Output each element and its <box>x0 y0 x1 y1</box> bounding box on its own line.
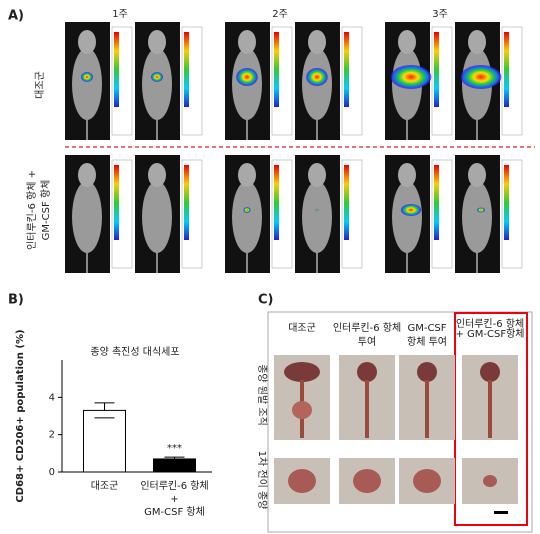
mouse-tail <box>406 120 408 140</box>
color-bar <box>184 165 189 240</box>
tissue-stalk <box>425 380 429 438</box>
row-label: GM-CSF 항체 <box>40 180 52 241</box>
tumor <box>353 469 381 493</box>
mouse-body <box>232 181 262 253</box>
column-label: 항체 투여 <box>407 336 447 348</box>
color-bar <box>114 32 119 107</box>
mouse-head <box>78 30 96 54</box>
tumor <box>288 469 316 493</box>
mouse-body <box>302 181 332 253</box>
mouse-head <box>468 163 486 187</box>
tissue-stalk <box>488 380 492 438</box>
panel-label: B) <box>8 293 24 308</box>
mouse-tail <box>406 253 408 273</box>
color-bar <box>434 32 439 107</box>
signal <box>236 68 258 86</box>
signal <box>315 208 319 212</box>
week-label: 1주 <box>112 9 128 20</box>
column-label: + GM-CSF항체 <box>455 328 524 340</box>
mouse-tail <box>246 120 248 140</box>
signal <box>400 204 422 216</box>
mouse-head <box>148 30 166 54</box>
signal <box>460 65 502 89</box>
row-label: 대조군 <box>34 71 46 99</box>
column-label: 인터루킨-6 항체 <box>333 322 401 334</box>
mouse-head <box>468 30 486 54</box>
signal <box>151 72 163 82</box>
row-label: 1차 전이 종양 <box>256 451 268 510</box>
mouse-tail <box>246 253 248 273</box>
x-tick-label: 인터루킨-6 항체 <box>140 480 208 492</box>
mouse-head <box>398 30 416 54</box>
tissue <box>480 362 500 382</box>
x-tick-label: 대조군 <box>91 480 119 492</box>
color-bar <box>184 32 189 107</box>
y-tick-label: 2 <box>49 430 55 441</box>
mouse-body <box>462 181 492 253</box>
signal <box>390 65 432 89</box>
week-label: 3주 <box>432 9 448 20</box>
signal <box>306 68 328 86</box>
column-label: 투여 <box>358 336 376 348</box>
bar <box>153 458 196 473</box>
tumor <box>483 475 497 487</box>
row-label: 종양 원발 조직 <box>256 364 268 426</box>
color-bar <box>344 32 349 107</box>
color-bar <box>504 32 509 107</box>
week-label: 2주 <box>272 9 288 20</box>
color-bar <box>434 165 439 240</box>
column-label: GM-CSF <box>407 323 446 334</box>
mouse-body <box>392 181 422 253</box>
mouse-tail <box>156 120 158 140</box>
chart-title: 종양 촉진성 대식세포 <box>90 346 179 358</box>
mouse-body <box>72 181 102 253</box>
x-tick-label: + <box>170 494 178 505</box>
mouse-head <box>398 163 416 187</box>
mouse-tail <box>86 253 88 273</box>
mouse-tail <box>476 120 478 140</box>
tissue <box>357 362 377 382</box>
mouse-tail <box>156 253 158 273</box>
annotation: *** <box>167 443 182 454</box>
mouse-tail <box>316 120 318 140</box>
mouse-head <box>78 163 96 187</box>
color-bar <box>274 165 279 240</box>
mouse-body <box>142 181 172 253</box>
mouse-body <box>72 48 102 120</box>
mouse-head <box>308 30 326 54</box>
signal <box>243 207 251 213</box>
signal <box>476 207 486 213</box>
y-tick-label: 4 <box>49 392 55 403</box>
scale-bar <box>494 511 508 514</box>
tissue <box>417 362 437 382</box>
bar <box>83 409 126 473</box>
tissue <box>292 401 312 419</box>
panel-label: C) <box>258 293 273 308</box>
color-bar <box>344 165 349 240</box>
column-label: 대조군 <box>288 322 316 334</box>
color-bar <box>504 165 509 240</box>
mouse-head <box>238 163 256 187</box>
signal <box>81 72 93 82</box>
mouse-head <box>308 163 326 187</box>
tissue <box>284 362 320 382</box>
y-tick-label: 0 <box>49 467 55 478</box>
tissue-stalk <box>365 380 369 438</box>
column-label: 인터루킨-6 항체 <box>456 318 524 330</box>
y-axis-label: CD68+ CD206+ population (%) <box>15 329 26 502</box>
mouse-head <box>238 30 256 54</box>
tumor <box>413 469 441 493</box>
row-label: 인터루킨-6 항체 + <box>26 170 38 250</box>
panel-label: A) <box>8 9 24 24</box>
color-bar <box>114 165 119 240</box>
x-tick-label: GM-CSF 항체 <box>144 506 205 518</box>
color-bar <box>274 32 279 107</box>
mouse-tail <box>316 253 318 273</box>
mouse-tail <box>476 253 478 273</box>
mouse-tail <box>86 120 88 140</box>
mouse-body <box>142 48 172 120</box>
mouse-head <box>148 163 166 187</box>
